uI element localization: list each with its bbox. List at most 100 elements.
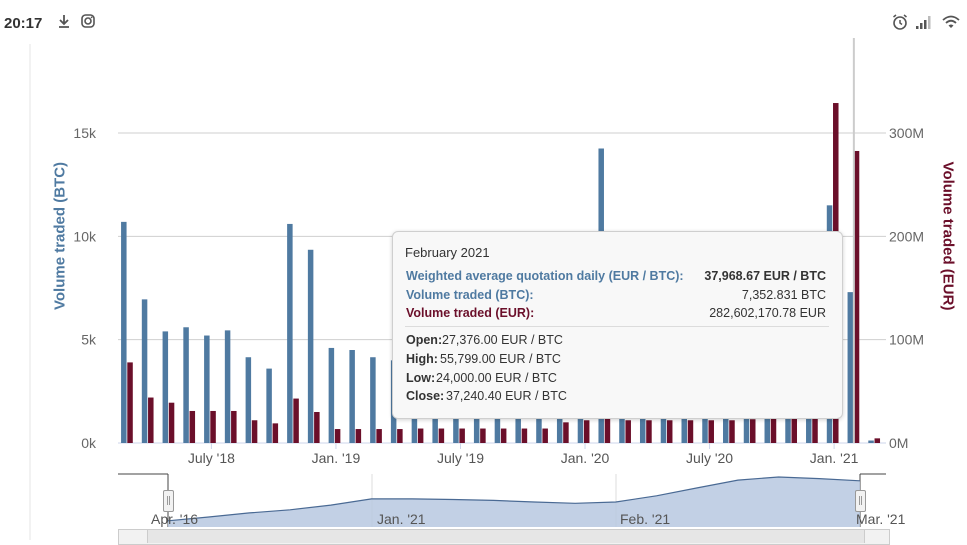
- x-tick-label: Jan. '21: [810, 450, 859, 466]
- status-bar: 20:17: [0, 0, 967, 44]
- instagram-icon: [81, 14, 95, 28]
- navigator-scrollbar[interactable]: [118, 529, 890, 545]
- bar-btc: [287, 223, 293, 443]
- chart-tooltip: February 2021 Weighted average quotation…: [392, 231, 843, 419]
- bar-btc: [162, 331, 169, 443]
- bar-eur: [355, 429, 362, 443]
- bar-btc: [224, 330, 231, 443]
- bar-eur: [542, 428, 548, 443]
- bar-eur: [251, 420, 258, 443]
- tooltip-row-volume-eur: Volume traded (EUR): 282,602,170.78 EUR: [406, 306, 826, 322]
- bar-eur: [376, 429, 382, 443]
- tooltip-value: 37,968.67 EUR / BTC: [704, 269, 826, 283]
- bar-eur: [314, 412, 320, 443]
- tooltip-row-volume-btc: Volume traded (BTC): 7,352.831 BTC: [406, 288, 826, 304]
- status-time: 20:17: [4, 15, 43, 32]
- bar-eur: [148, 397, 154, 443]
- x-tick-label: Jan. '20: [561, 450, 610, 466]
- tooltip-title: February 2021: [405, 245, 490, 260]
- tooltip-row-weighted-average: Weighted average quotation daily (EUR / …: [406, 269, 826, 285]
- bar-btc: [328, 347, 335, 443]
- bar-btc: [141, 299, 148, 443]
- bar-eur: [397, 429, 403, 443]
- tooltip-value: 282,602,170.78 EUR: [709, 306, 826, 320]
- bar-eur: [500, 428, 507, 443]
- y-right-tick-label: 100M: [889, 332, 924, 348]
- bar-eur: [791, 416, 798, 443]
- x-tick-label: July '19: [437, 450, 484, 466]
- bar-eur: [853, 150, 860, 443]
- bar-eur: [749, 419, 756, 443]
- bar-eur: [293, 398, 299, 443]
- bar-eur: [272, 423, 279, 443]
- tooltip-low: Low:24,000.00 EUR / BTC: [406, 371, 557, 385]
- bar-eur: [583, 420, 590, 443]
- tooltip-divider: [405, 326, 829, 327]
- bar-eur: [874, 438, 881, 443]
- bar-eur: [417, 428, 424, 443]
- x-tick-label: Jan. '19: [312, 450, 361, 466]
- y-right-tick-label: 300M: [889, 125, 924, 141]
- x-tick-label: July '18: [188, 450, 235, 466]
- navigator-label: Mar. '21: [856, 511, 906, 527]
- download-icon: [59, 15, 69, 28]
- bar-eur: [812, 412, 818, 443]
- navigator-left-handle[interactable]: [163, 490, 174, 512]
- bar-btc: [121, 221, 127, 443]
- bar-btc: [307, 249, 314, 443]
- bar-btc: [245, 357, 252, 443]
- bar-eur: [770, 417, 777, 443]
- bar-btc: [183, 327, 189, 443]
- bar-eur: [729, 420, 735, 443]
- bar-eur: [168, 402, 175, 443]
- navigator-area: [168, 477, 860, 527]
- bar-eur: [459, 428, 465, 443]
- y-left-tick-label: 0k: [81, 435, 97, 451]
- tooltip-high: High: 55,799.00 EUR / BTC: [406, 352, 561, 366]
- bar-eur: [438, 428, 445, 443]
- bar-eur: [646, 420, 652, 443]
- bar-eur: [210, 410, 216, 443]
- bar-eur: [334, 429, 341, 443]
- bar-btc: [349, 350, 355, 443]
- bar-eur: [625, 420, 631, 443]
- bar-btc: [847, 292, 854, 443]
- tooltip-label: Weighted average quotation daily (EUR / …: [406, 269, 684, 283]
- y-left-tick-label: 5k: [81, 332, 97, 348]
- bar-eur: [563, 422, 569, 443]
- bar-eur: [666, 420, 673, 443]
- navigator-line: [167, 476, 861, 522]
- tooltip-label: Volume traded (EUR):: [406, 306, 535, 320]
- bar-btc: [266, 368, 272, 443]
- y-axis-right-title: Volume traded (EUR): [939, 161, 957, 311]
- bar-eur: [231, 410, 237, 443]
- tooltip-value: 7,352.831 BTC: [741, 288, 826, 302]
- bar-eur: [127, 362, 133, 443]
- y-right-tick-label: 200M: [889, 228, 924, 244]
- wifi-icon: [942, 15, 960, 28]
- x-tick-label: July '20: [686, 450, 733, 466]
- tooltip-close: Close: 37,240.40 EUR / BTC: [406, 389, 567, 403]
- navigator-label: Jan. '21: [377, 511, 426, 527]
- bar-btc: [868, 440, 874, 443]
- navigator-right-handle[interactable]: [855, 490, 866, 512]
- bar-eur: [189, 410, 196, 443]
- bar-eur: [687, 420, 694, 443]
- bar-btc: [370, 357, 376, 443]
- bar-eur: [604, 417, 611, 443]
- navigator-label: Feb. '21: [620, 511, 670, 527]
- tooltip-label: Volume traded (BTC):: [406, 288, 534, 302]
- y-axis-left-title: Volume traded (BTC): [51, 161, 69, 311]
- bar-eur: [480, 428, 486, 443]
- bar-eur: [521, 428, 528, 443]
- y-left-tick-label: 15k: [73, 125, 97, 141]
- bar-eur: [708, 420, 714, 443]
- signal-icon: [916, 16, 931, 29]
- navigator-label: Apr. '16: [151, 511, 198, 527]
- y-right-tick-label: 0M: [889, 435, 908, 451]
- bar-btc: [204, 335, 210, 443]
- tooltip-open: Open:27,376.00 EUR / BTC: [406, 333, 563, 347]
- scrollbar-thumb[interactable]: [147, 530, 865, 543]
- alarm-icon: [893, 14, 907, 30]
